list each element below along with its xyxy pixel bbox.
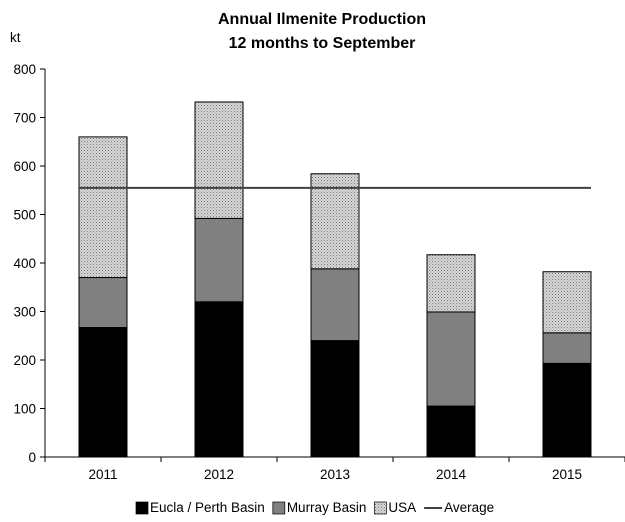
bar-eucla-perth-basin-2011 <box>78 327 128 458</box>
bar-usa-2012 <box>194 101 244 219</box>
y-tick-label-100: 100 <box>13 402 36 417</box>
bar-eucla-perth-basin-2013 <box>310 340 360 458</box>
bar-usa-2013 <box>310 173 360 270</box>
legend-label-eucla-perth-basin: Eucla / Perth Basin <box>150 500 265 515</box>
y-axis-unit-label: kt <box>10 30 21 45</box>
y-tick-label-400: 400 <box>13 256 36 271</box>
bar-usa-2015 <box>542 271 592 334</box>
x-tick-label-2015: 2015 <box>552 467 582 482</box>
legend-swatch-murray-basin <box>272 501 286 515</box>
x-tick-label-2012: 2012 <box>204 467 234 482</box>
x-tick-label-2013: 2013 <box>320 467 350 482</box>
bar-eucla-perth-basin-2014 <box>426 405 476 458</box>
bars <box>78 101 592 458</box>
x-tick-label-2011: 2011 <box>88 467 117 482</box>
legend-label-murray-basin: Murray Basin <box>287 500 367 515</box>
bar-murray-basin-2011 <box>78 277 128 329</box>
y-tick-label-800: 800 <box>13 62 36 77</box>
bar-usa-2011 <box>78 136 128 279</box>
bar-eucla-perth-basin-2015 <box>542 362 592 458</box>
bar-murray-basin-2014 <box>426 311 476 407</box>
y-tick-label-700: 700 <box>13 111 36 126</box>
bar-murray-basin-2013 <box>310 268 360 342</box>
bar-usa-2014 <box>426 254 476 313</box>
x-axis-ticks: 2011 2012 2013 2014 2015 <box>44 457 625 482</box>
y-tick-label-0: 0 <box>28 450 36 465</box>
legend-label-average: Average <box>444 500 494 515</box>
bar-murray-basin-2015 <box>542 332 592 364</box>
legend-label-usa: USA <box>388 500 416 515</box>
bar-eucla-perth-basin-2012 <box>194 301 244 458</box>
y-axis-ticks: 0 100 200 300 400 500 600 700 800 <box>13 62 45 465</box>
legend: Eucla / Perth Basin Murray Basin USA Averag… <box>135 500 494 515</box>
y-tick-label-600: 600 <box>13 159 36 174</box>
y-tick-label-200: 200 <box>13 353 36 368</box>
chart-title-line-2: 12 months to September <box>229 35 416 52</box>
y-tick-label-300: 300 <box>13 305 36 320</box>
legend-swatch-eucla-perth-basin <box>135 501 149 515</box>
y-tick-label-500: 500 <box>13 208 36 223</box>
legend-swatch-usa <box>373 501 387 515</box>
bar-murray-basin-2012 <box>194 217 244 303</box>
x-tick-label-2014: 2014 <box>436 467 467 482</box>
chart-title-line-1: Annual Ilmenite Production <box>218 11 426 28</box>
